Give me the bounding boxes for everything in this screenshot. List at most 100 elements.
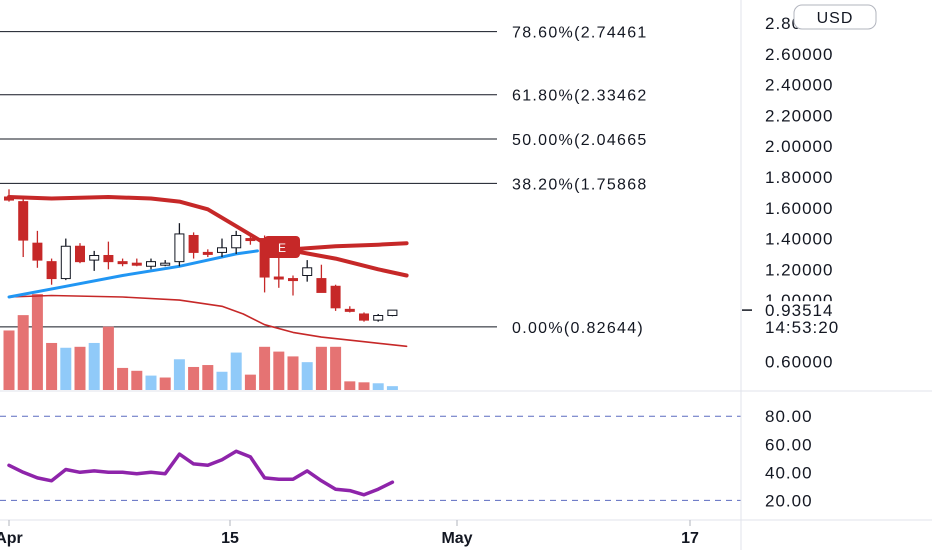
rsi-line — [7, 449, 395, 497]
candle-body — [387, 309, 398, 317]
price-tick-label: 1.20000 — [765, 260, 833, 279]
candle-body — [32, 242, 43, 261]
candle-body — [160, 262, 171, 266]
candle-body — [131, 262, 142, 266]
volume-bar — [88, 342, 100, 390]
candle-body — [60, 245, 71, 280]
volume-bar — [159, 377, 171, 390]
volume-bar — [202, 365, 214, 390]
volume-bar — [117, 367, 129, 390]
volume-bar — [330, 346, 342, 390]
volume-bars — [3, 294, 398, 390]
volume-bar — [244, 374, 256, 390]
candle-body — [231, 234, 242, 249]
price-tick-label: 1.60000 — [765, 199, 833, 218]
volume-bar — [102, 326, 114, 390]
volume-bar — [131, 370, 143, 390]
volume-bar — [273, 351, 285, 390]
candle-body — [288, 278, 298, 282]
volume-bar — [60, 347, 72, 390]
fib-label: 61.80%(2.33462 — [512, 88, 648, 105]
moving-average-red — [7, 195, 409, 278]
price-tick-label: 1.80000 — [765, 168, 833, 187]
price-tick-label: 2.60000 — [765, 45, 833, 64]
candle-body — [103, 254, 114, 263]
volume-bar — [301, 362, 313, 390]
earnings-flag-label: E — [278, 241, 286, 255]
candle-body — [217, 247, 227, 253]
candle-body — [75, 245, 85, 263]
candle-body — [245, 238, 256, 242]
last-price-background — [742, 301, 892, 338]
currency-button-box[interactable] — [793, 4, 877, 30]
fib-label: 78.60%(2.74461 — [512, 25, 648, 42]
volume-bar — [17, 315, 29, 390]
candle-body — [330, 285, 341, 309]
candle-body — [302, 267, 313, 276]
candle-body — [373, 315, 384, 321]
price-tick-label: 2.40000 — [765, 76, 833, 95]
countdown-label: 14:53:20 — [765, 318, 839, 337]
rsi-panel — [0, 415, 741, 501]
earnings-flag-box[interactable] — [264, 236, 300, 258]
volume-bar — [358, 382, 370, 390]
candle-body — [188, 234, 199, 253]
price-tick-label: 2.20000 — [765, 106, 833, 125]
fibonacci-labels: 78.60%(2.74461 61.80%(2.33462 50.00%(2.046… — [512, 25, 648, 337]
candle-body — [344, 308, 355, 312]
currency-button[interactable]: USD — [793, 4, 877, 30]
candle-body — [117, 261, 128, 265]
volume-bar — [287, 356, 299, 390]
volume-bar — [372, 383, 384, 390]
rsi-tick-label: 20.00 — [765, 491, 813, 510]
volume-bar — [230, 352, 242, 390]
price-tick-label: 0.60000 — [765, 353, 833, 372]
candle-body — [18, 201, 29, 241]
candle-body — [174, 233, 185, 263]
time-tick-label: Apr — [0, 530, 23, 547]
volume-bar — [386, 386, 398, 390]
candle-body — [202, 251, 213, 255]
fibonacci-levels — [0, 31, 497, 328]
time-tick-label: 17 — [681, 530, 699, 547]
candle-body — [46, 261, 57, 280]
volume-bar — [145, 375, 157, 390]
currency-label: USD — [817, 10, 854, 27]
candle-body — [89, 254, 100, 261]
volume-bar — [344, 381, 356, 390]
lower-band-line — [8, 294, 408, 348]
candle-body — [4, 196, 14, 201]
fib-label: 38.20%(1.75868 — [512, 176, 648, 193]
volume-bar — [173, 359, 185, 390]
volume-bar — [216, 371, 228, 390]
time-tick-label: May — [441, 530, 472, 547]
rsi-axis: 80.00 60.00 40.00 20.00 — [765, 407, 813, 510]
candle-body — [359, 313, 369, 321]
last-price-label: 0.93514 — [765, 301, 833, 320]
time-tick-label: 15 — [221, 530, 239, 547]
rsi-tick-label: 80.00 — [765, 407, 813, 426]
volume-bar — [31, 294, 43, 390]
volume-bar — [74, 346, 86, 390]
volume-bar — [188, 366, 200, 390]
fib-label: 0.00%(0.82644) — [512, 320, 644, 337]
price-tick-label: 2.00000 — [765, 137, 833, 156]
rsi-tick-label: 40.00 — [765, 463, 813, 482]
moving-average-blue — [7, 249, 259, 299]
time-axis: Apr 15 May 17 — [0, 520, 699, 547]
rsi-tick-label: 60.00 — [765, 435, 813, 454]
earnings-flag: E — [264, 236, 300, 258]
volume-bar — [259, 346, 271, 390]
candles — [4, 189, 398, 322]
volume-bar — [3, 330, 15, 390]
candle-body — [146, 261, 156, 267]
volume-bar — [315, 346, 327, 390]
candle-body — [316, 278, 327, 293]
price-tick-label: 1.40000 — [765, 230, 833, 249]
fib-label: 50.00%(2.04665 — [512, 132, 648, 149]
volume-bar — [46, 342, 58, 390]
candle-body — [273, 276, 284, 280]
